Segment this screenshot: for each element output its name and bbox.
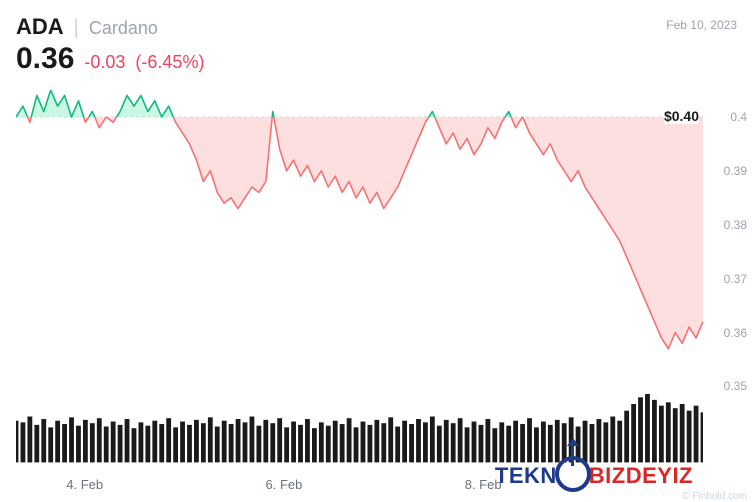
ticker-symbol: ADA — [16, 14, 64, 40]
change-absolute: -0.03 — [84, 52, 125, 73]
price-chart[interactable]: $0.40 — [16, 90, 703, 470]
y-tick: 0.38 — [724, 218, 747, 232]
date-stamp: Feb 10, 2023 — [666, 18, 737, 32]
coin-name: Cardano — [89, 18, 158, 39]
y-tick: 0.36 — [724, 326, 747, 340]
change-percent: (-6.45%) — [135, 52, 204, 73]
y-tick: 0.39 — [724, 164, 747, 178]
chart-header: Feb 10, 2023 ADA | Cardano 0.36 -0.03 (-… — [0, 0, 753, 84]
price-row: 0.36 -0.03 (-6.45%) — [16, 42, 737, 76]
logo-part2: BIZDEYIZ — [589, 463, 693, 489]
logo-part1: TEKN — [495, 463, 557, 489]
ticker-row: ADA | Cardano — [16, 14, 737, 40]
watermark: © Finbold.com — [682, 491, 747, 502]
y-axis: 0.35 0.36 0.37 0.38 0.39 0.4 — [705, 90, 747, 470]
y-tick: 0.37 — [724, 272, 747, 286]
x-tick: 6. Feb — [265, 477, 302, 492]
current-price: 0.36 — [16, 42, 74, 76]
brand-logo: TEKN BIZDEYIZ — [495, 458, 693, 494]
y-tick: 0.4 — [730, 110, 747, 124]
baseline-price-label: $0.40 — [664, 108, 699, 124]
logo-icon — [555, 456, 591, 492]
y-tick: 0.35 — [724, 379, 747, 393]
x-tick: 4. Feb — [66, 477, 103, 492]
divider: | — [74, 17, 79, 40]
